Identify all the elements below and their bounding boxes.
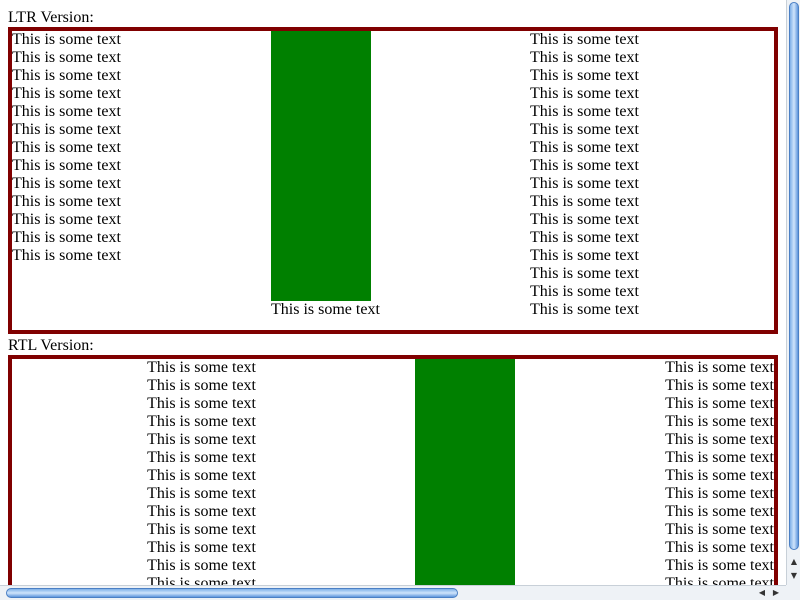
text-line: This is some text (147, 377, 256, 394)
text-line: This is some text (665, 449, 774, 466)
text-line: This is some text (530, 103, 639, 120)
column: This is some text This is some text This i… (530, 31, 774, 330)
text-line: This is some text (665, 539, 774, 556)
scroll-down[interactable]: ▼ (790, 571, 798, 580)
text-line: This is some text (271, 301, 380, 318)
text-line: This is some text (665, 521, 774, 538)
bordered-box: This is some text This is some text This i… (8, 355, 778, 585)
bordered-box: This is some text This is some text This i… (8, 27, 778, 334)
text-line: This is some text (665, 557, 774, 574)
text-line: This is some text (12, 85, 121, 102)
column: This is some text This is some text This i… (12, 359, 256, 585)
scroll-up[interactable]: ▲ (790, 557, 798, 566)
text-line: This is some text (12, 229, 121, 246)
text-line: This is some text (530, 175, 639, 192)
text-line: This is some text (665, 359, 774, 376)
text-line: This is some text (665, 413, 774, 430)
text-line: This is some text (12, 157, 121, 174)
text-line: This is some text (665, 575, 774, 585)
text-line: This is some text (147, 485, 256, 502)
text-line: This is some text (147, 431, 256, 448)
text-line: This is some text (530, 31, 639, 48)
scroll-right[interactable]: ▶ (772, 588, 780, 597)
text-line: This is some text (530, 139, 639, 156)
text-line: This is some text (12, 67, 121, 84)
text-line: This is some text (147, 557, 256, 574)
text-line: This is some text (530, 265, 639, 282)
horizontal-scroll-thumb[interactable] (6, 588, 458, 598)
text-line: This is some text (147, 413, 256, 430)
text-line: This is some text (665, 377, 774, 394)
text-line: This is some text (12, 193, 121, 210)
text-line: This is some text (530, 85, 639, 102)
text-line: This is some text (665, 395, 774, 412)
section-label: RTL Version: (8, 337, 94, 354)
text-line: This is some text (12, 103, 121, 120)
text-line: This is some text (147, 359, 256, 376)
column: This is some text (271, 31, 530, 330)
viewport: LTR Version: This is some text This is som… (8, 9, 778, 585)
text-line: This is some text (12, 139, 121, 156)
text-line: This is some text (530, 301, 639, 318)
text-line: This is some text (147, 575, 256, 585)
text-line: This is some text (147, 449, 256, 466)
text-line: This is some text (12, 49, 121, 66)
text-line: This is some text (12, 247, 121, 264)
column: This is some text (256, 359, 515, 585)
column: This is some text This is some text This i… (12, 31, 271, 330)
green-block (415, 359, 515, 585)
text-line: This is some text (12, 175, 121, 192)
text-line: This is some text (12, 121, 121, 138)
text-line: This is some text (530, 283, 639, 300)
text-line: This is some text (12, 211, 121, 228)
text-line: This is some text (147, 467, 256, 484)
text-line: This is some text (665, 431, 774, 448)
scroll-left[interactable]: ◀ (758, 588, 766, 597)
vertical-scroll-thumb[interactable] (789, 2, 799, 550)
horizontal-scrollbar[interactable]: ◀ ▶ (0, 585, 786, 600)
text-line: This is some text (530, 229, 639, 246)
text-line: This is some text (530, 247, 639, 264)
text-line: This is some text (530, 49, 639, 66)
text-line: This is some text (147, 503, 256, 520)
text-line: This is some text (147, 521, 256, 538)
text-line: This is some text (530, 211, 639, 228)
text-line: This is some text (530, 121, 639, 138)
text-line: This is some text (530, 193, 639, 210)
content: LTR Version: This is some text This is som… (8, 9, 778, 585)
text-line: This is some text (665, 485, 774, 502)
text-line: This is some text (665, 467, 774, 484)
scrollbar-corner (786, 585, 800, 600)
text-line: This is some text (147, 395, 256, 412)
section-label: LTR Version: (8, 9, 94, 26)
text-line: This is some text (12, 31, 121, 48)
text-line: This is some text (147, 539, 256, 556)
text-line: This is some text (530, 157, 639, 174)
vertical-scrollbar[interactable]: ▲ ▼ (786, 0, 800, 585)
green-block (271, 31, 371, 301)
text-line: This is some text (530, 67, 639, 84)
text-line: This is some text (665, 503, 774, 520)
column: This is some text This is some text This i… (515, 359, 774, 585)
